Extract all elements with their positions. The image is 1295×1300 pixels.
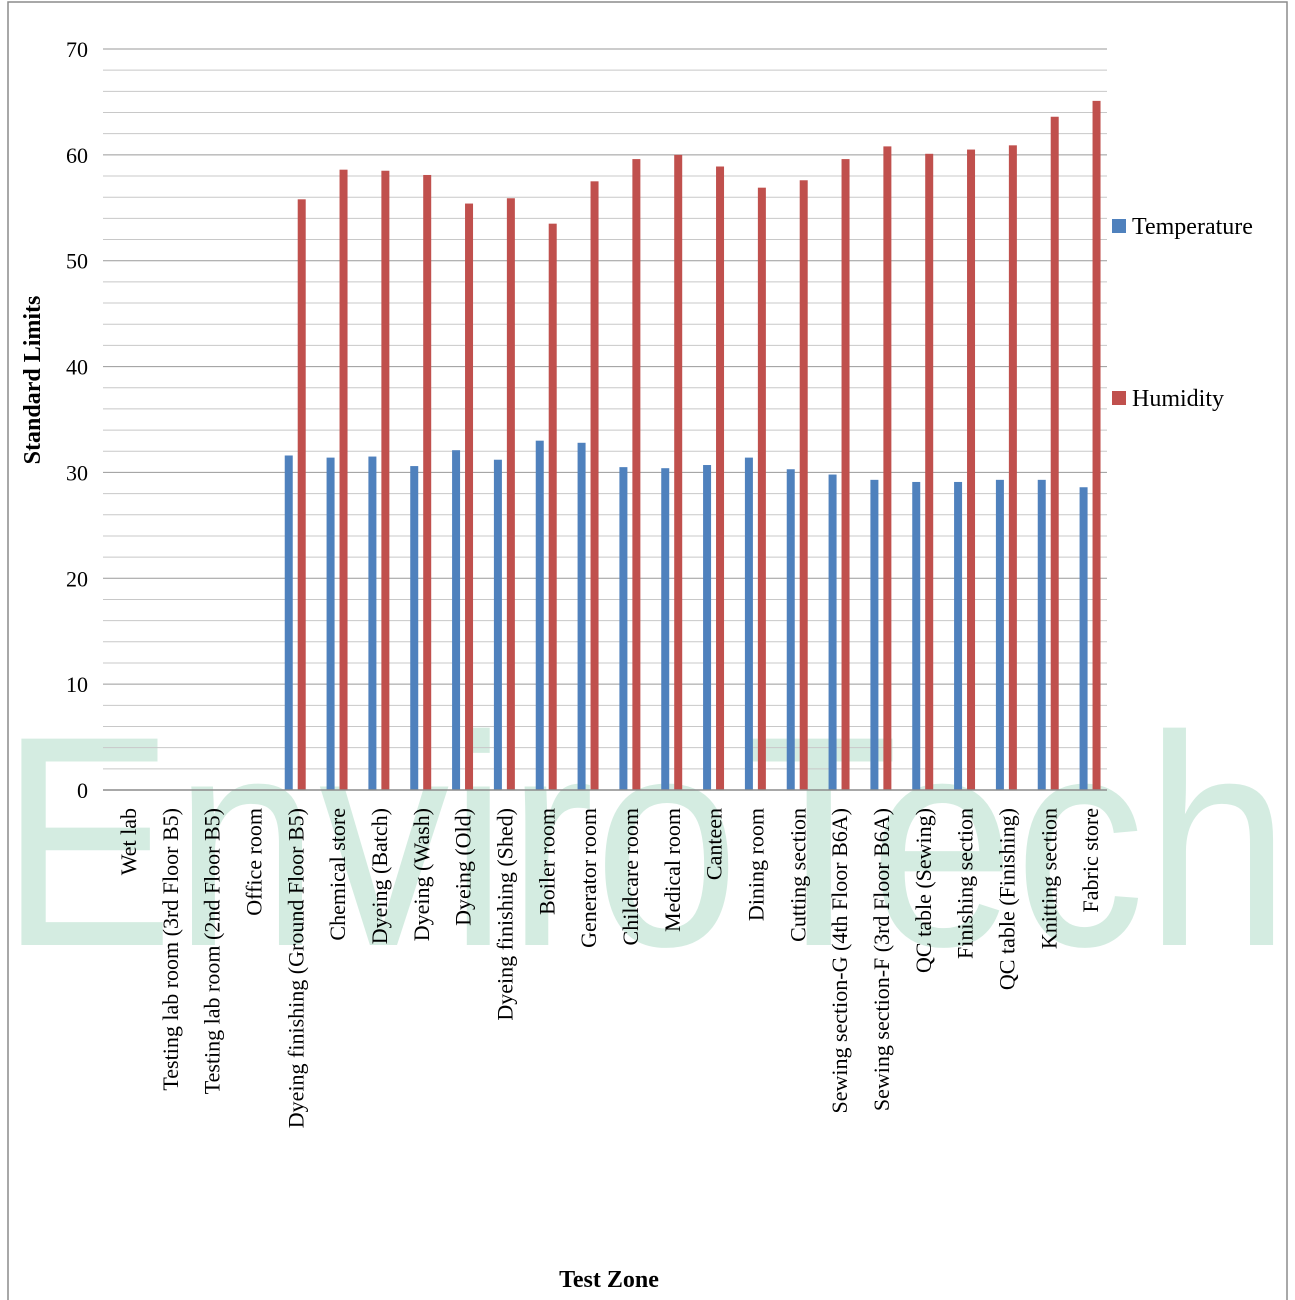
legend-swatch-temperature: [1112, 219, 1126, 233]
bar-humidity: [757, 187, 766, 790]
x-category-label: Dyeing finishing (Shed): [492, 808, 517, 1021]
bar-temperature: [661, 468, 670, 790]
bar-humidity: [925, 153, 934, 790]
bar-humidity: [883, 146, 892, 791]
x-category-label: Testing lab room (3rd Floor B5): [158, 808, 183, 1091]
watermark: EnviroTech: [0, 673, 1290, 1009]
x-category-label: Generator room: [576, 808, 601, 948]
y-tick-label: 10: [66, 672, 88, 697]
bar-temperature: [828, 474, 837, 790]
bar-temperature: [619, 467, 628, 790]
x-category-label: Knitting section: [1036, 808, 1061, 949]
x-category-label: Sewing section-F (3rd Floor B6A): [869, 808, 894, 1111]
gridlines: [103, 48, 1107, 770]
legend-swatch-humidity: [1112, 391, 1126, 405]
x-category-label: Dining room: [743, 808, 768, 921]
bar-humidity: [799, 180, 808, 790]
x-category-label: Sewing section-G (4th Floor B6A): [827, 808, 852, 1114]
x-category-label: QC table (Finishing): [994, 808, 1019, 990]
x-axis-categories: Wet lab Testing lab room (3rd Floor B5) Te…: [116, 808, 1103, 1128]
x-category-label: Dyeing finishing (Ground Floor B5): [283, 808, 308, 1128]
bars: [284, 100, 1101, 791]
x-category-label: Wet lab: [116, 808, 141, 875]
bar-temperature: [535, 440, 544, 790]
x-category-label: Testing lab room (2nd Floor B5): [200, 808, 225, 1094]
x-category-label: Chemical store: [325, 808, 350, 941]
x-category-label: QC table (Sewing): [911, 808, 936, 973]
y-tick-label: 40: [66, 355, 88, 380]
bar-temperature: [995, 479, 1004, 790]
x-category-label: Childcare room: [618, 808, 643, 945]
bar-humidity: [423, 174, 432, 791]
x-category-label: Cutting section: [785, 808, 810, 942]
bar-humidity: [841, 159, 850, 790]
bar-humidity: [465, 203, 474, 791]
bar-temperature: [744, 457, 753, 790]
bar-temperature: [452, 450, 461, 790]
bar-temperature: [1079, 487, 1088, 790]
bar-temperature: [326, 457, 335, 790]
bar-temperature: [954, 481, 963, 790]
y-axis-title: Standard Limits: [20, 296, 46, 465]
bar-humidity: [590, 181, 599, 791]
bar-temperature: [493, 459, 502, 790]
bar-humidity: [297, 199, 306, 790]
x-category-label: Canteen: [702, 808, 727, 880]
bar-humidity: [548, 223, 557, 790]
bar-humidity: [1008, 145, 1017, 790]
y-axis-ticks: 0 10 20 30 40 50 60 70: [66, 37, 88, 803]
bar-temperature: [410, 466, 419, 790]
bar-humidity: [716, 166, 725, 790]
bar-temperature: [368, 456, 377, 790]
bar-temperature: [703, 465, 712, 790]
x-category-label: Medical room: [660, 808, 685, 932]
bar-humidity: [1050, 116, 1059, 790]
bar-temperature: [577, 442, 586, 790]
bar-temperature: [912, 481, 921, 790]
legend-label-humidity: Humidity: [1132, 386, 1224, 412]
bar-humidity: [381, 170, 390, 790]
x-category-label: Boiler room: [534, 808, 559, 915]
bar-humidity: [1092, 100, 1101, 791]
x-category-label: Dyeing (Wash): [409, 808, 434, 941]
x-axis-title: Test Zone: [559, 1267, 659, 1293]
bar-humidity: [506, 198, 515, 791]
bar-humidity: [967, 149, 976, 791]
legend-label-temperature: Temperature: [1132, 214, 1253, 240]
y-tick-label: 60: [66, 143, 88, 168]
x-category-label: Fabric store: [1078, 808, 1103, 912]
bar-humidity: [674, 154, 683, 790]
y-tick-label: 0: [77, 778, 88, 803]
legend: Temperature Humidity: [1112, 214, 1253, 412]
bar-temperature: [786, 469, 795, 790]
x-category-label: Dyeing (Old): [451, 808, 476, 926]
bar-humidity: [339, 169, 348, 791]
y-tick-label: 20: [66, 566, 88, 591]
bar-temperature: [284, 455, 293, 790]
bar-temperature: [870, 479, 879, 790]
x-category-label: Office room: [241, 808, 266, 916]
bar-temperature: [1037, 479, 1046, 790]
y-tick-label: 30: [66, 460, 88, 485]
y-tick-label: 50: [66, 249, 88, 274]
x-category-label: Dyeing (Batch): [367, 808, 392, 944]
bar-humidity: [632, 159, 641, 790]
x-category-label: Finishing section: [953, 808, 978, 959]
y-tick-label: 70: [66, 37, 88, 62]
